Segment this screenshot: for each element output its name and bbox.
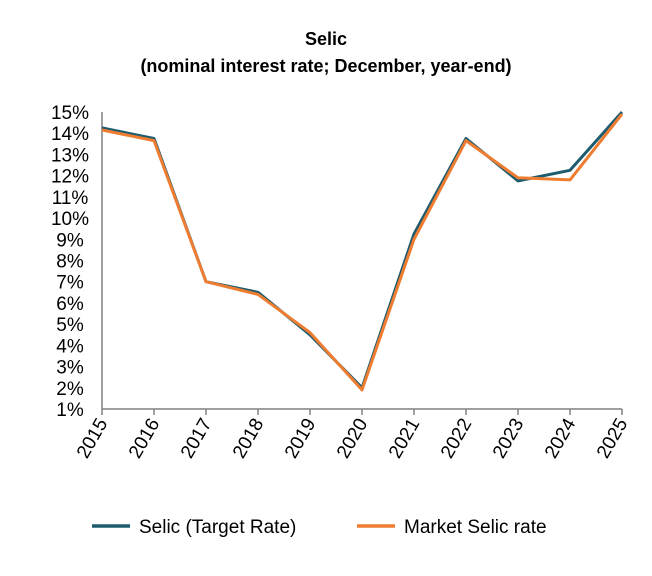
y-tick-label: 7% [56, 273, 84, 294]
y-tick-label: 6% [56, 294, 84, 315]
y-tick-label: 14% [51, 124, 89, 145]
legend-label-2: Market Selic rate [404, 517, 547, 538]
x-tick-label: 2019 [281, 415, 320, 462]
y-tick-label: 9% [56, 230, 84, 251]
y-tick-label: 4% [56, 336, 84, 357]
chart-title: Selic [305, 29, 347, 49]
series-layer [101, 111, 624, 392]
x-tick-label: 2017 [177, 415, 216, 462]
y-tick-label: 8% [56, 252, 84, 273]
axes: 1%2%3%4%5%6%7%8%9%10%11%12%13%14%15% 2015… [51, 103, 632, 462]
chart-subtitle: (nominal interest rate; December, year-e… [140, 56, 511, 76]
y-tick-label: 10% [51, 209, 89, 230]
y-tick-label: 2% [56, 379, 84, 400]
series-line-2 [101, 113, 624, 392]
series-line-1 [101, 111, 624, 390]
x-tick-label: 2023 [489, 415, 528, 462]
legend: Selic (Target Rate) Market Selic rate [92, 517, 547, 538]
x-tick-label: 2022 [437, 415, 476, 462]
x-tick-label: 2018 [229, 415, 268, 462]
x-tick-label: 2021 [385, 415, 424, 462]
x-tick-label: 2016 [125, 415, 164, 462]
y-tick-label: 11% [52, 188, 89, 209]
legend-label-1: Selic (Target Rate) [139, 517, 296, 538]
y-tick-label: 1% [56, 400, 84, 421]
x-tick-label: 2015 [73, 415, 112, 462]
x-tick-label: 2020 [333, 415, 372, 462]
y-tick-label: 13% [51, 145, 89, 166]
y-tick-label: 12% [51, 167, 89, 188]
y-tick-label: 15% [51, 103, 89, 124]
y-tick-label: 5% [56, 315, 84, 336]
y-tick-label: 3% [56, 358, 84, 379]
x-tick-label: 2025 [593, 415, 632, 462]
x-tick-label: 2024 [541, 415, 581, 462]
